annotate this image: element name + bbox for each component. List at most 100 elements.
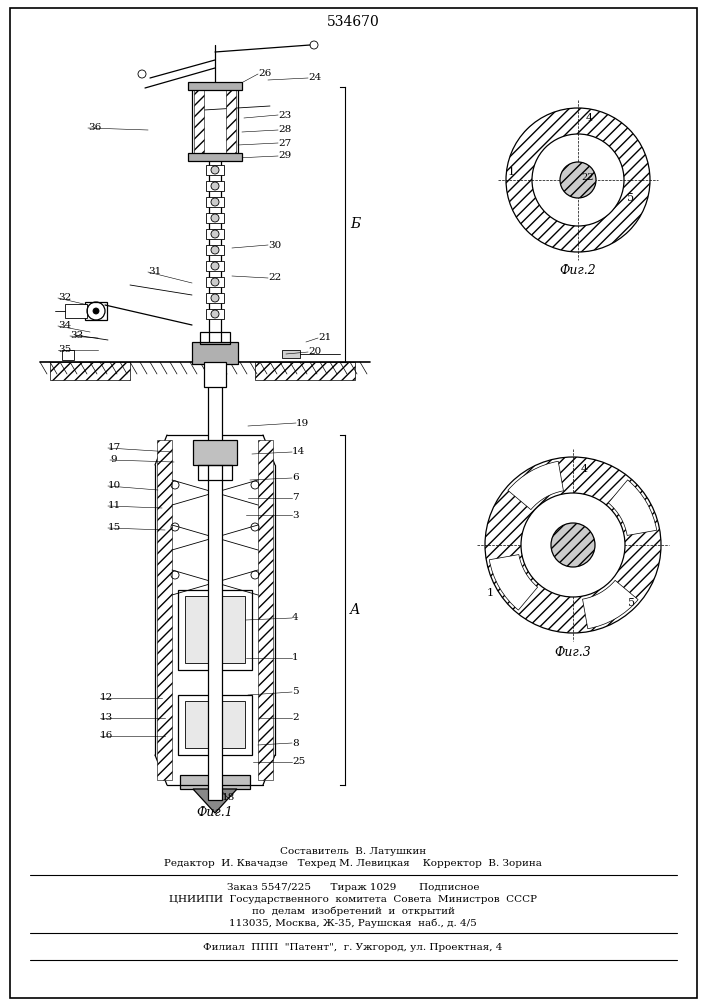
Text: 8: 8	[292, 738, 298, 748]
Text: 5: 5	[628, 598, 635, 608]
Text: 13: 13	[100, 714, 113, 722]
Circle shape	[211, 198, 219, 206]
Circle shape	[211, 214, 219, 222]
Wedge shape	[508, 461, 563, 510]
Text: 19: 19	[296, 418, 309, 428]
Text: 35: 35	[58, 346, 71, 355]
Bar	[282, 350, 300, 358]
Bar	[204, 362, 226, 387]
Bar	[198, 465, 232, 480]
Text: Редактор  И. Квачадзе   Техред М. Левицкая    Корректор  В. Зорина: Редактор И. Квачадзе Техред М. Левицкая …	[164, 859, 542, 868]
Bar	[206, 293, 224, 303]
Bar	[206, 245, 224, 255]
Text: 20: 20	[308, 348, 321, 357]
Text: 15: 15	[108, 524, 121, 532]
Text: 534670: 534670	[327, 15, 380, 29]
Circle shape	[551, 523, 595, 567]
Polygon shape	[193, 789, 237, 813]
Bar	[178, 590, 252, 670]
Circle shape	[211, 310, 219, 318]
Bar	[192, 87, 238, 155]
Bar	[206, 309, 224, 319]
Bar	[180, 775, 250, 789]
Text: 17: 17	[108, 444, 121, 452]
Bar	[157, 440, 172, 780]
Circle shape	[532, 134, 624, 226]
Bar	[192, 342, 238, 364]
Bar	[200, 332, 230, 344]
Bar	[206, 197, 224, 207]
Text: 33: 33	[70, 332, 83, 340]
Wedge shape	[608, 480, 657, 535]
Circle shape	[485, 457, 661, 633]
Text: 16: 16	[100, 732, 113, 740]
Text: 4: 4	[586, 113, 593, 123]
Text: 36: 36	[88, 123, 101, 132]
Text: 30: 30	[268, 240, 281, 249]
Bar	[209, 155, 221, 365]
Bar	[206, 213, 224, 223]
Text: Филиал  ППП  "Патент",  г. Ужгород, ул. Проектная, 4: Филиал ППП "Патент", г. Ужгород, ул. Про…	[204, 944, 503, 952]
Text: 11: 11	[108, 502, 121, 510]
Circle shape	[521, 493, 625, 597]
Text: 28: 28	[278, 125, 291, 134]
Text: А: А	[350, 603, 361, 617]
Bar	[206, 261, 224, 271]
Text: 29: 29	[278, 151, 291, 160]
Text: ЦНИИПИ  Государственного  комитета  Совета  Министров  СССР: ЦНИИПИ Государственного комитета Совета …	[169, 894, 537, 904]
Bar	[178, 695, 252, 755]
Text: 31: 31	[148, 267, 161, 276]
Text: по  делам  изобретений  и  открытий: по делам изобретений и открытий	[252, 906, 455, 916]
Text: 10: 10	[108, 482, 121, 490]
Text: 27: 27	[278, 138, 291, 147]
Circle shape	[211, 262, 219, 270]
Text: 21: 21	[318, 334, 332, 342]
Bar	[185, 701, 245, 748]
Text: 3: 3	[292, 510, 298, 520]
Text: 14: 14	[292, 448, 305, 456]
Text: 12: 12	[100, 694, 113, 702]
Circle shape	[211, 182, 219, 190]
Bar	[206, 229, 224, 239]
Circle shape	[211, 246, 219, 254]
Bar	[85, 302, 107, 320]
Text: 18: 18	[221, 794, 235, 802]
Text: 22: 22	[581, 174, 593, 182]
Text: 113035, Москва, Ж-35, Раушская  наб., д. 4/5: 113035, Москва, Ж-35, Раушская наб., д. …	[229, 918, 477, 928]
Text: 22: 22	[268, 273, 281, 282]
Text: 1: 1	[508, 167, 515, 177]
Wedge shape	[583, 580, 638, 629]
Text: 32: 32	[58, 294, 71, 302]
Circle shape	[93, 308, 99, 314]
Circle shape	[211, 294, 219, 302]
Text: 26: 26	[258, 70, 271, 79]
Text: 1: 1	[487, 588, 494, 598]
Text: 7: 7	[292, 493, 298, 502]
Text: 1: 1	[292, 654, 298, 662]
Text: 9: 9	[110, 456, 117, 464]
Text: Заказ 5547/225      Тираж 1029       Подписное: Заказ 5547/225 Тираж 1029 Подписное	[227, 882, 479, 892]
Bar	[194, 89, 204, 153]
Bar	[188, 153, 242, 161]
Bar	[206, 277, 224, 287]
Circle shape	[211, 278, 219, 286]
Bar	[255, 362, 355, 380]
Circle shape	[211, 230, 219, 238]
Bar	[65, 304, 87, 318]
Bar	[208, 380, 222, 800]
Text: 6: 6	[292, 474, 298, 483]
Circle shape	[506, 108, 650, 252]
Bar	[258, 440, 273, 780]
Text: 24: 24	[308, 74, 321, 83]
Bar	[185, 596, 245, 663]
Bar	[206, 181, 224, 191]
Text: 4: 4	[292, 613, 298, 622]
Text: Фиг.3: Фиг.3	[554, 647, 591, 660]
Bar	[206, 165, 224, 175]
Text: 5: 5	[292, 688, 298, 696]
Text: 4: 4	[581, 464, 588, 474]
Circle shape	[211, 166, 219, 174]
Text: Фиг.1: Фиг.1	[197, 806, 233, 818]
Bar	[50, 362, 130, 380]
Bar	[193, 440, 237, 465]
